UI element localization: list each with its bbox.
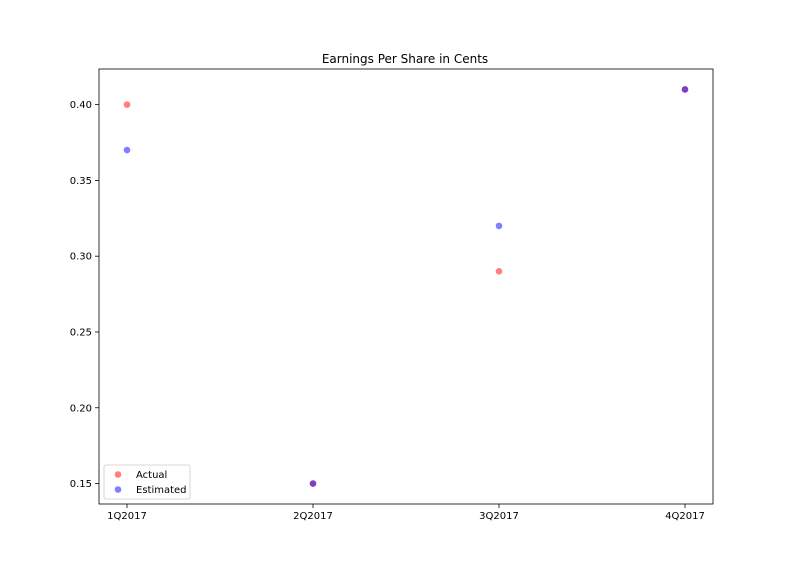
y-tick-label: 0.20 [70,403,92,414]
chart-title: Earnings Per Share in Cents [322,52,488,66]
actual-point [495,268,503,275]
y-tick-label: 0.15 [70,479,92,490]
y-tick-label: 0.35 [70,176,92,187]
y-tick-label: 0.40 [70,100,92,111]
y-axis: 0.15 0.20 0.25 0.30 0.35 0.40 [70,100,99,490]
legend-marker [114,486,122,493]
estimated-point [123,146,131,154]
legend-marker [114,471,122,478]
legend-label: Actual [136,470,167,481]
legend: Actual Estimated [103,464,191,500]
y-tick-label: 0.25 [70,327,92,338]
estimated-point [309,480,317,487]
x-axis: 1Q2017 2Q2017 3Q2017 4Q2017 [107,504,705,522]
x-tick-label: 1Q2017 [107,511,147,522]
data-points [123,86,689,487]
legend-box [103,464,191,500]
plot-area [98,68,714,505]
legend-label: Estimated [136,485,187,496]
estimated-point [495,222,503,230]
actual-point [123,101,131,108]
x-tick-label: 2Q2017 [293,511,333,522]
x-tick-label: 4Q2017 [665,511,705,522]
estimated-point [681,86,689,93]
x-tick-label: 3Q2017 [479,511,519,522]
y-tick-label: 0.30 [70,252,92,263]
